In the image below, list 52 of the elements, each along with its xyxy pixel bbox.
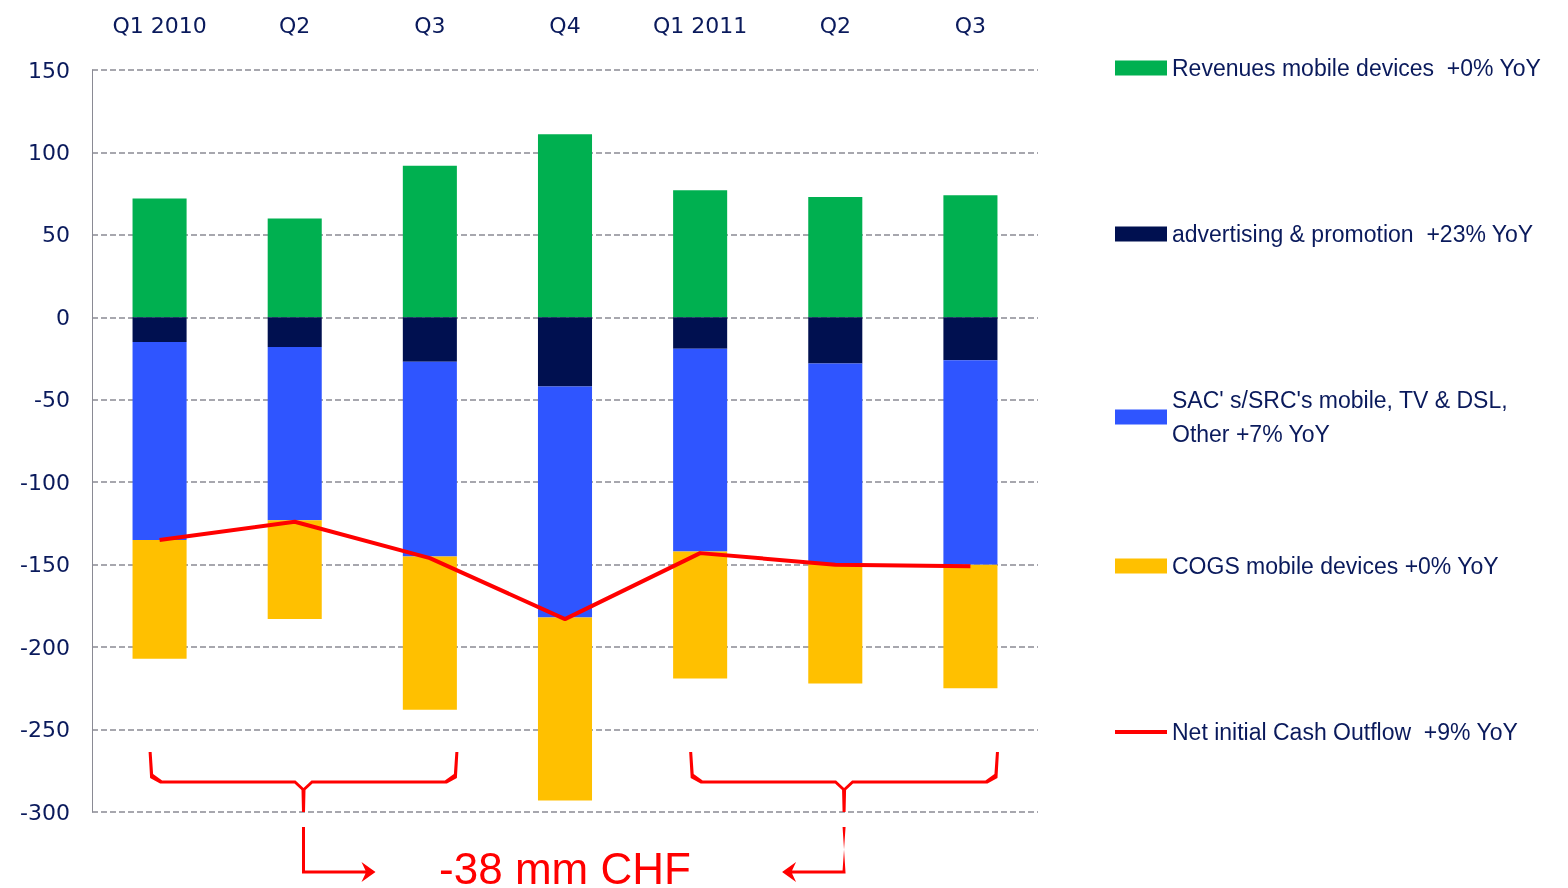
- bar: [808, 363, 863, 564]
- x-tick-label: Q1 2010: [112, 12, 207, 38]
- bar: [943, 360, 998, 565]
- bar: [673, 317, 728, 349]
- bar: [943, 564, 998, 689]
- x-tick-label: Q2: [279, 12, 311, 38]
- bar: [537, 134, 593, 318]
- y-tick-label: 0: [56, 304, 70, 330]
- bar: [673, 190, 728, 318]
- bar: [808, 317, 863, 364]
- y-tick-label: -100: [20, 469, 70, 495]
- y-tick-label: 150: [28, 57, 70, 83]
- y-tick-label: -200: [20, 634, 70, 660]
- bar: [537, 317, 593, 387]
- bar: [132, 317, 187, 343]
- bar: [402, 556, 457, 710]
- bar: [808, 563, 863, 684]
- x-tick-label: Q1 2011: [652, 12, 748, 38]
- bar: [267, 317, 322, 348]
- bar: [943, 317, 998, 361]
- bar: [267, 347, 322, 521]
- bar: [808, 196, 863, 318]
- legend-label: advertising & promotion +23% YoY: [1172, 221, 1534, 247]
- x-tick-label: Q4: [549, 12, 581, 38]
- text: -38 mm CHF: [439, 843, 691, 888]
- bar: [537, 617, 593, 801]
- y-tick-label: -300: [20, 799, 70, 825]
- legend-label: Revenues mobile devices +0% YoY: [1172, 55, 1541, 81]
- bar: [402, 361, 457, 557]
- y-tick-label: -150: [20, 552, 70, 578]
- bar: [673, 348, 728, 552]
- y-tick-label: 50: [42, 222, 70, 248]
- x-tick-label: Q2: [819, 12, 851, 38]
- y-tick-label: -250: [20, 717, 70, 743]
- x-tick-label: Q3: [954, 12, 987, 38]
- x-tick-label: Q3: [414, 12, 446, 38]
- bar: [132, 539, 187, 659]
- y-tick-label: 100: [28, 139, 70, 165]
- bar: [673, 551, 728, 679]
- bar: [267, 520, 322, 620]
- legend-label: Net initial Cash Outflow +9% YoY: [1172, 719, 1518, 745]
- bar: [132, 198, 187, 318]
- bar: [537, 386, 593, 618]
- bar: [402, 165, 457, 318]
- legend-label: COGS mobile devices +0% YoY: [1172, 553, 1499, 579]
- bar: [132, 342, 187, 540]
- bar: [267, 218, 322, 318]
- bar: [943, 195, 998, 318]
- line-series: [157, 519, 973, 622]
- y-tick-label: -50: [34, 387, 70, 413]
- bar: [402, 317, 457, 362]
- legend-label: SAC' s/SRC's mobile, TV & DSL, Other +7% YoY: [1172, 387, 1514, 447]
